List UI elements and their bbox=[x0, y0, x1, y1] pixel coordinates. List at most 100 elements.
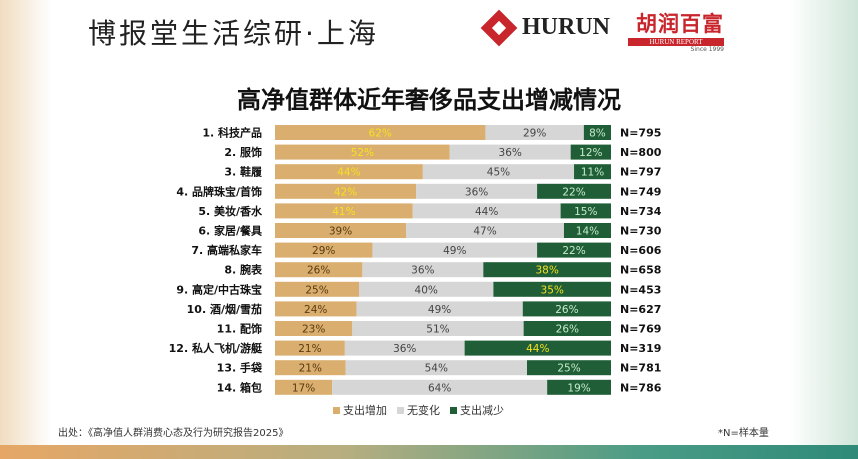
bar-segment bbox=[412, 203, 561, 219]
bar-segment bbox=[372, 242, 538, 258]
bar-segment bbox=[449, 144, 571, 160]
bar-segment bbox=[275, 379, 333, 395]
data-label: 51% bbox=[426, 324, 449, 336]
category-label: 6. 家居/餐具 bbox=[198, 224, 262, 238]
legend-nochange: 无变化 bbox=[397, 402, 440, 418]
n-label: N=786 bbox=[620, 381, 662, 394]
bar-segment bbox=[344, 340, 465, 356]
n-label: N=627 bbox=[620, 303, 661, 316]
category-label: 1. 科技产品 bbox=[202, 126, 262, 140]
hurun-report-en: HURUN REPORT bbox=[628, 38, 724, 46]
n-label: N=734 bbox=[620, 205, 662, 218]
data-label: 29% bbox=[312, 245, 335, 257]
bar-segment bbox=[583, 125, 611, 140]
bar-segment bbox=[275, 144, 450, 160]
bar-segment bbox=[275, 203, 413, 219]
data-label: 26% bbox=[556, 324, 579, 336]
sample-size-note: *N=样本量 bbox=[718, 428, 769, 439]
bar-segment bbox=[547, 379, 611, 395]
hurun-logo-text: HURUN bbox=[522, 14, 610, 40]
bar-segment bbox=[352, 321, 524, 336]
data-label: 25% bbox=[557, 363, 580, 375]
bar-segment bbox=[483, 262, 611, 278]
bar-segment bbox=[275, 183, 417, 199]
chart-title: 高净值群体近年奢侈品支出增减情况 bbox=[237, 86, 621, 114]
data-label: 17% bbox=[292, 382, 315, 394]
bar-segment bbox=[275, 242, 373, 258]
category-label: 13. 手袋 bbox=[217, 361, 263, 375]
bar-segment bbox=[523, 321, 611, 336]
bar-segment bbox=[275, 125, 486, 140]
data-label: 22% bbox=[562, 245, 585, 257]
bottom-band bbox=[0, 445, 858, 459]
category-label: 2. 服饰 bbox=[224, 145, 262, 159]
data-label: 21% bbox=[299, 363, 322, 375]
data-label: 29% bbox=[523, 128, 546, 140]
data-label: 62% bbox=[369, 128, 392, 140]
data-label: 26% bbox=[307, 265, 330, 277]
data-label: 40% bbox=[415, 284, 438, 296]
data-label: 45% bbox=[487, 167, 510, 179]
bar-segment bbox=[275, 340, 345, 356]
data-label: 36% bbox=[499, 147, 522, 159]
legend-decrease: 支出减少 bbox=[450, 402, 504, 418]
source-note: 出处：《高净值人群消费心态及行为研究报告2025》 bbox=[58, 428, 289, 439]
bar-segment bbox=[345, 360, 527, 376]
legend-label: 支出减少 bbox=[460, 404, 504, 417]
bar-segment bbox=[422, 164, 575, 180]
data-label: 47% bbox=[473, 226, 496, 238]
bar-segment bbox=[275, 360, 346, 376]
data-label: 23% bbox=[302, 324, 325, 336]
bar-segment bbox=[560, 203, 611, 219]
data-label: 44% bbox=[475, 206, 498, 218]
data-label: 35% bbox=[541, 284, 564, 296]
n-label: N=797 bbox=[620, 166, 661, 179]
data-label: 25% bbox=[305, 284, 328, 296]
n-label: N=800 bbox=[620, 146, 662, 159]
bar-segment bbox=[275, 262, 363, 278]
bar-segment bbox=[275, 281, 359, 297]
data-label: 49% bbox=[428, 304, 451, 316]
category-label: 9. 高定/中古珠宝 bbox=[176, 282, 262, 296]
data-label: 21% bbox=[298, 343, 321, 355]
bar-segment bbox=[485, 125, 584, 140]
data-label: 26% bbox=[555, 304, 578, 316]
n-label: N=795 bbox=[620, 127, 661, 140]
hurun-report-since: Since 1999 bbox=[690, 46, 724, 53]
legend-label: 支出增加 bbox=[343, 404, 387, 417]
bar-segment bbox=[537, 242, 611, 258]
data-label: 8% bbox=[589, 128, 606, 140]
header-title: 博报堂生活综研·上海 bbox=[88, 17, 379, 50]
data-label: 19% bbox=[567, 382, 590, 394]
bar-segment bbox=[359, 281, 494, 297]
data-label: 14% bbox=[576, 226, 599, 238]
n-label: N=319 bbox=[620, 342, 661, 355]
bar-segment bbox=[537, 183, 611, 199]
hurun-report-logo: 胡润百富 HURUN REPORT Since 1999 bbox=[628, 8, 724, 53]
n-label: N=606 bbox=[620, 244, 662, 257]
data-label: 36% bbox=[393, 343, 416, 355]
n-label: N=781 bbox=[620, 362, 661, 375]
bar-segment bbox=[464, 340, 611, 356]
category-label: 10. 酒/烟/雪茄 bbox=[187, 302, 262, 316]
n-label: N=749 bbox=[620, 185, 661, 198]
category-label: 11. 配饰 bbox=[217, 322, 262, 336]
data-label: 52% bbox=[351, 147, 374, 159]
legend-increase: 支出增加 bbox=[333, 402, 387, 418]
data-label: 11% bbox=[581, 167, 604, 179]
n-label: N=658 bbox=[620, 264, 661, 277]
data-label: 44% bbox=[337, 167, 360, 179]
bar-segment bbox=[416, 183, 538, 199]
n-label: N=453 bbox=[620, 283, 661, 296]
data-label: 54% bbox=[425, 363, 448, 375]
bar-segment bbox=[522, 301, 611, 317]
data-label: 39% bbox=[329, 226, 352, 238]
category-label: 7. 高端私家车 bbox=[191, 243, 262, 257]
bar-segment bbox=[574, 164, 611, 180]
bar-segment bbox=[362, 262, 484, 278]
legend-label: 无变化 bbox=[407, 404, 440, 417]
legend: 支出增加 无变化 支出减少 bbox=[333, 402, 504, 418]
bar-segment bbox=[570, 144, 611, 160]
bar-segment bbox=[406, 223, 564, 238]
data-label: 44% bbox=[526, 343, 549, 355]
